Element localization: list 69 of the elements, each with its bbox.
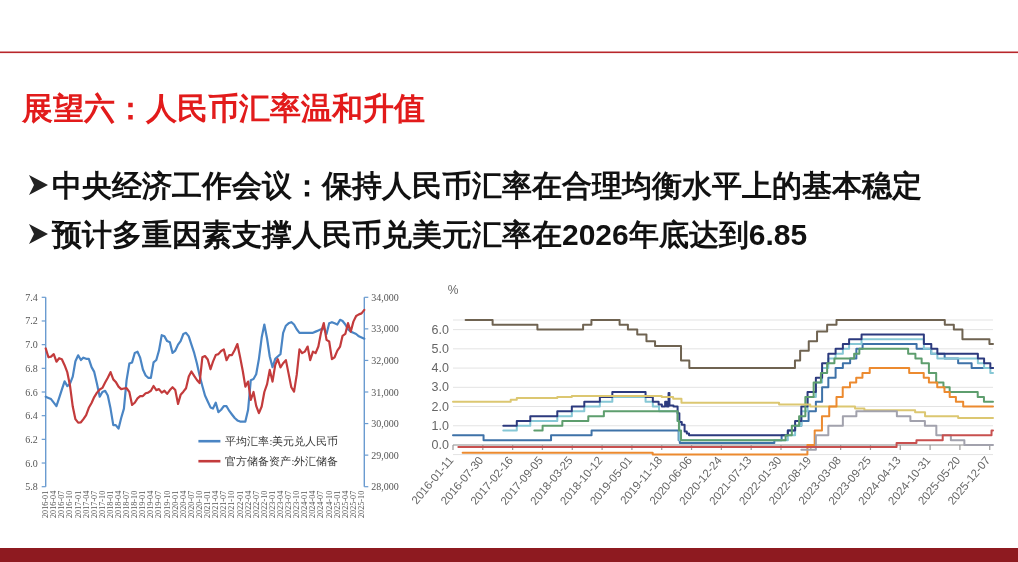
x-tick-label: 2021-10 bbox=[227, 490, 237, 519]
x-tick-label: 2018-04 bbox=[114, 490, 123, 518]
x-tick-label: 2025-04 bbox=[340, 490, 350, 518]
x-tick-label: 2021-04 bbox=[211, 490, 221, 518]
y2-tick-label: 29,000 bbox=[371, 449, 399, 461]
x-tick-label: 2017-04 bbox=[81, 490, 91, 518]
x-tick-label: 2019-10 bbox=[162, 490, 172, 518]
legend-label: 平均汇率:美元兑人民币 bbox=[225, 434, 339, 447]
y-tick-label: 6.6 bbox=[25, 386, 38, 398]
y2-tick-label: 32,000 bbox=[371, 354, 399, 366]
x-tick-label: 2016-10 bbox=[65, 490, 75, 518]
x-tick-label: 2016-04 bbox=[49, 490, 59, 519]
y2-tick-label: 28,000 bbox=[371, 481, 399, 493]
x-tick-label: 2023-07 bbox=[284, 490, 294, 519]
x-tick-label: 2017-07 bbox=[89, 490, 99, 518]
x-tick-label: 2022-04 bbox=[243, 490, 253, 518]
x-tick-label: 2025-01 bbox=[332, 490, 342, 518]
y-tick-label: 0.0 bbox=[431, 437, 450, 452]
x-tick-label: 2022-10 bbox=[259, 490, 269, 518]
text: 预计多重因素支撑人民币兑美元汇率在2026年底达到6.85 bbox=[51, 218, 808, 251]
y-tick-label: 7.4 bbox=[25, 291, 38, 303]
y-tick-label: 3.0 bbox=[431, 380, 450, 395]
y2-tick-label: 30,000 bbox=[371, 418, 399, 430]
y-axis-title: % bbox=[447, 283, 459, 297]
x-tick-label: 2017-01 bbox=[73, 490, 83, 519]
x-tick-label: 2016-01 bbox=[41, 490, 51, 518]
x-tick-label: 2023-01 bbox=[268, 490, 277, 518]
x-tick-label: 2020-10 bbox=[195, 490, 205, 519]
x-tick-label: 2021-07 bbox=[219, 490, 229, 518]
x-tick-label: 2021-01 bbox=[203, 490, 213, 518]
y-tick-label: 6.4 bbox=[25, 410, 38, 422]
x-tick-label: 2020-01 bbox=[170, 490, 180, 519]
y-tick-label: 5.0 bbox=[431, 341, 450, 356]
x-tick-label: 2023-10 bbox=[292, 490, 302, 518]
x-tick-label: 2019-07 bbox=[154, 490, 164, 519]
x-tick-label: 2016-07 bbox=[57, 490, 67, 518]
y2-tick-label: 33,000 bbox=[371, 323, 399, 335]
x-tick-label: 2024-10 bbox=[324, 490, 334, 519]
x-tick-label: 2020-04 bbox=[178, 490, 188, 519]
x-tick-label: 2019-04 bbox=[146, 490, 156, 518]
y-tick-label: 5.8 bbox=[25, 481, 38, 493]
x-tick-label: 2024-04 bbox=[308, 490, 318, 518]
y-tick-label: 6.8 bbox=[25, 362, 38, 374]
y-tick-label: 7.2 bbox=[25, 315, 38, 327]
y-tick-label: 6.2 bbox=[25, 433, 38, 445]
y-tick-label: 4.0 bbox=[431, 361, 450, 376]
y-tick-label: 6.0 bbox=[25, 457, 38, 469]
y-tick-label: 7.0 bbox=[25, 339, 38, 351]
x-tick-label: 2024-01 bbox=[300, 490, 310, 519]
x-tick-label: 2017-10 bbox=[97, 490, 107, 519]
x-tick-label: 2018-10 bbox=[130, 490, 140, 519]
y-tick-label: 2.0 bbox=[431, 399, 450, 414]
x-tick-label: 2024-07 bbox=[316, 490, 326, 518]
text: 中央经济工作会议：保持人民币汇率在合理均衡水平上的基本稳定 bbox=[52, 169, 922, 202]
x-tick-label: 2023-04 bbox=[276, 490, 285, 519]
x-tick-label: 2022-01 bbox=[235, 490, 245, 518]
x-tick-label: 2018-01 bbox=[106, 490, 115, 518]
x-tick-label: 2025-10 bbox=[357, 490, 367, 519]
x-tick-label: 2022-07 bbox=[251, 490, 261, 519]
x-tick-label: 2020-07 bbox=[186, 490, 196, 518]
y2-tick-label: 34,000 bbox=[371, 291, 399, 303]
x-tick-label: 2025-07 bbox=[348, 490, 358, 519]
y-tick-label: 6.0 bbox=[431, 322, 450, 337]
legend-label: 官方储备资产:外汇储备 bbox=[225, 454, 339, 467]
y-tick-label: 1.0 bbox=[431, 418, 450, 433]
x-tick-label: 2018-07 bbox=[122, 490, 132, 519]
text: 展望六：人民币汇率温和升值 bbox=[21, 91, 425, 126]
x-tick-label: 2019-01 bbox=[138, 490, 148, 518]
y2-tick-label: 31,000 bbox=[371, 386, 399, 398]
